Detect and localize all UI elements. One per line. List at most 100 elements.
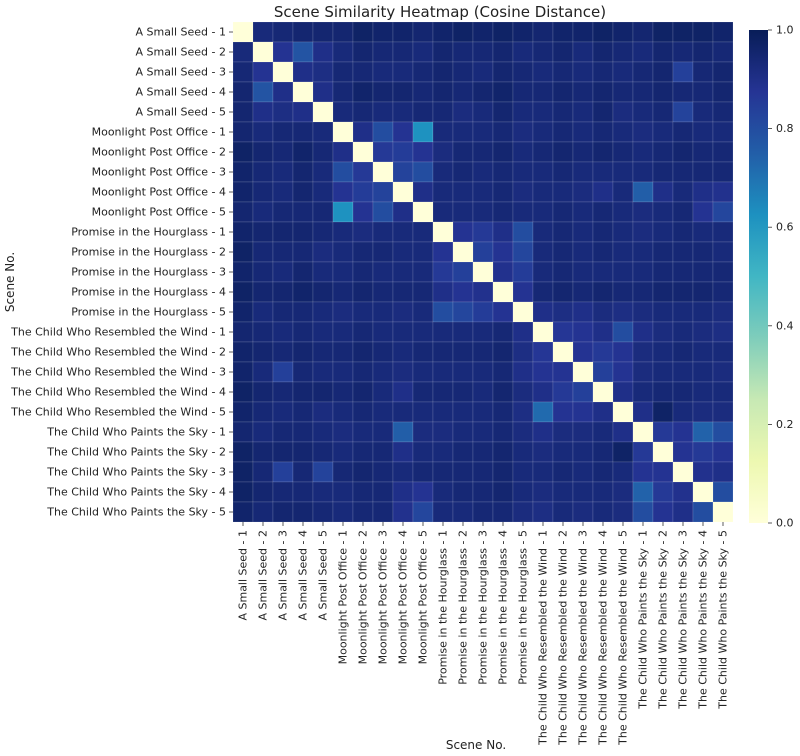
heatmap-cell [612,501,634,523]
heatmap-cell [552,321,574,343]
heatmap-cell [612,141,634,163]
heatmap-cell [312,441,334,463]
heatmap-cell [392,301,414,323]
heatmap-cell [412,141,434,163]
heatmap-cell [532,361,554,383]
heatmap-cell [612,401,634,423]
heatmap-cell [292,361,314,383]
heatmap-cell [632,161,654,183]
heatmap-cell [652,501,674,523]
heatmap-cell [252,341,274,363]
heatmap-cell [432,341,454,363]
heatmap-cell [272,41,294,63]
heatmap-cell [612,241,634,263]
heatmap-cell [252,81,274,103]
heatmap-cell [592,261,614,283]
heatmap-cell [632,321,654,343]
x-tick-label: A Small Seed - 2 [257,530,270,621]
heatmap-cell [632,421,654,443]
heatmap-cell [712,141,734,163]
x-tick-label: A Small Seed - 1 [237,530,250,621]
heatmap-cell [412,481,434,503]
heatmap-cell [332,21,354,43]
heatmap-cell [672,61,694,83]
heatmap-cell [592,101,614,123]
heatmap-cell [572,141,594,163]
heatmap-cell [592,81,614,103]
heatmap-cell [452,501,474,523]
heatmap-cell [432,381,454,403]
heatmap-cell [252,181,274,203]
heatmap-cell [312,221,334,243]
heatmap-cell [532,341,554,363]
heatmap-cell [432,261,454,283]
heatmap-cell [612,361,634,383]
heatmap-cell [412,381,434,403]
heatmap-cell [232,181,254,203]
heatmap-cell [632,141,654,163]
heatmap-cell [352,501,374,523]
heatmap-cell [552,41,574,63]
heatmap-cell [512,281,534,303]
heatmap-cell [292,501,314,523]
heatmap-cell [232,161,254,183]
heatmap-cell [252,261,274,283]
heatmap-cell [672,361,694,383]
heatmap-cell [652,381,674,403]
heatmap-cell [532,461,554,483]
heatmap-cell [652,41,674,63]
heatmap-cell [412,121,434,143]
heatmap-cell [452,41,474,63]
heatmap-cell [492,101,514,123]
heatmap-cell [492,161,514,183]
heatmap-cell [412,21,434,43]
heatmap-cell [392,81,414,103]
heatmap-cell [712,341,734,363]
heatmap-cell [572,81,594,103]
heatmap-cell [232,241,254,263]
heatmap-cell [712,441,734,463]
heatmap-cell [372,241,394,263]
y-tick-label: The Child Who Paints the Sky - 1 [46,426,226,439]
heatmap-cell [712,501,734,523]
heatmap-cell [232,261,254,283]
heatmap-cell [632,261,654,283]
y-tick-label: A Small Seed - 3 [135,66,226,79]
heatmap-cell [272,61,294,83]
heatmap-cell [512,241,534,263]
heatmap-cell [252,301,274,323]
heatmap-cell [412,81,434,103]
heatmap-cell [332,121,354,143]
heatmap-cell [332,101,354,123]
heatmap-cell [572,221,594,243]
heatmap-cell [452,261,474,283]
heatmap-cell [472,201,494,223]
x-tick-label: The Child Who Resembled the Wind - 3 [577,530,590,746]
heatmap-cell [632,381,654,403]
heatmap-cell [292,381,314,403]
heatmap-cell [692,461,714,483]
heatmap-cell [512,261,534,283]
heatmap-cell [332,81,354,103]
heatmap-cell [652,401,674,423]
heatmap-cell [452,21,474,43]
heatmap-cell [312,161,334,183]
heatmap-cell [592,341,614,363]
heatmap-cell [452,241,474,263]
heatmap-cell [372,481,394,503]
colorbar-tick-label: 0.6 [776,221,794,234]
heatmap-cell [612,81,634,103]
heatmap-cell [252,21,274,43]
x-tick-label: Moonlight Post Office - 5 [417,530,430,664]
heatmap-cell [552,461,574,483]
heatmap-cell [452,341,474,363]
heatmap-cell [312,201,334,223]
heatmap-cell [652,281,674,303]
heatmap-cell [572,461,594,483]
heatmap-cell [512,161,534,183]
heatmap-cell [312,81,334,103]
x-tick-label: The Child Who Resembled the Wind - 2 [557,530,570,746]
heatmap-cell [492,401,514,423]
heatmap-cell [552,301,574,323]
heatmap-cell [252,381,274,403]
